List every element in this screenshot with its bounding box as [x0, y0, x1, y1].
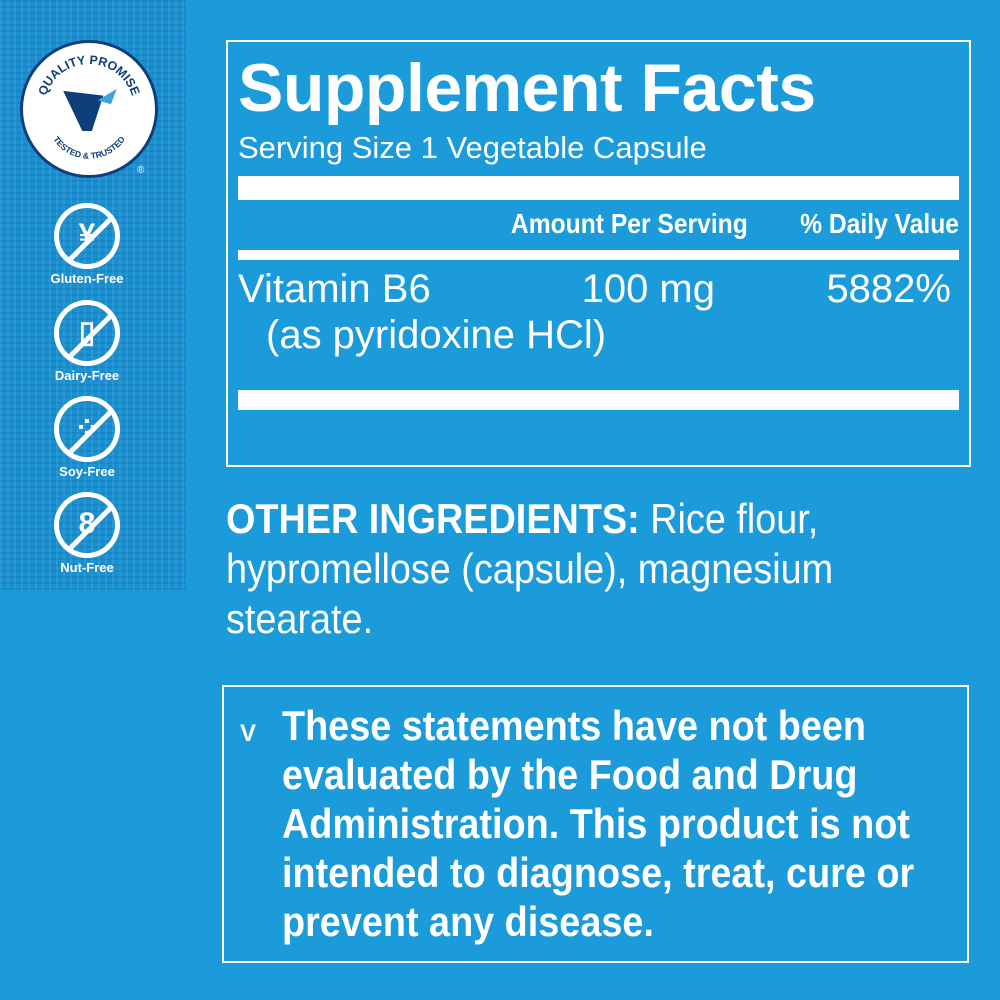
badge-dairy-free: ▯ Dairy-Free — [50, 300, 124, 383]
col-amount: Amount Per Serving — [510, 208, 748, 239]
milk-bottle-icon: ▯ — [54, 300, 120, 366]
fda-disclaimer: V These statements have not been evaluat… — [222, 685, 969, 963]
nutrient-row: Vitamin B6 (as pyridoxine HCl) 100 mg 58… — [238, 267, 951, 357]
soybean-icon: ⁘ — [54, 396, 120, 462]
divider — [238, 250, 959, 260]
wheat-icon: ¥ — [54, 203, 120, 269]
badge-gluten-free: ¥ Gluten-Free — [50, 203, 124, 286]
divider-bottom — [238, 390, 959, 410]
supplement-facts-panel: Supplement Facts Serving Size 1 Vegetabl… — [226, 40, 971, 467]
v-logo-icon: V — [240, 720, 257, 747]
facts-title: Supplement Facts — [238, 50, 816, 126]
badge-soy-free: ⁘ Soy-Free — [50, 396, 124, 479]
svg-text:QUALITY PROMISE: QUALITY PROMISE — [35, 53, 142, 97]
badge-nut-free: 8 Nut-Free — [50, 492, 124, 575]
peanut-icon: 8 — [54, 492, 120, 558]
other-ingredients: OTHER INGREDIENTS: Rice flour, hypromell… — [226, 495, 834, 642]
serving-size: Serving Size 1 Vegetable Capsule — [238, 130, 707, 165]
quality-promise-seal: QUALITY PROMISE TESTED & TRUSTED — [20, 40, 158, 178]
registered-mark: ® — [137, 165, 145, 176]
facts-header: Amount Per Serving % Daily Value — [325, 204, 959, 244]
svg-text:TESTED & TRUSTED: TESTED & TRUSTED — [51, 134, 127, 160]
badge-strip: QUALITY PROMISE TESTED & TRUSTED ® ¥ Glut… — [0, 0, 186, 590]
divider-thick — [238, 176, 959, 200]
col-daily-value: % Daily Value — [800, 208, 959, 239]
